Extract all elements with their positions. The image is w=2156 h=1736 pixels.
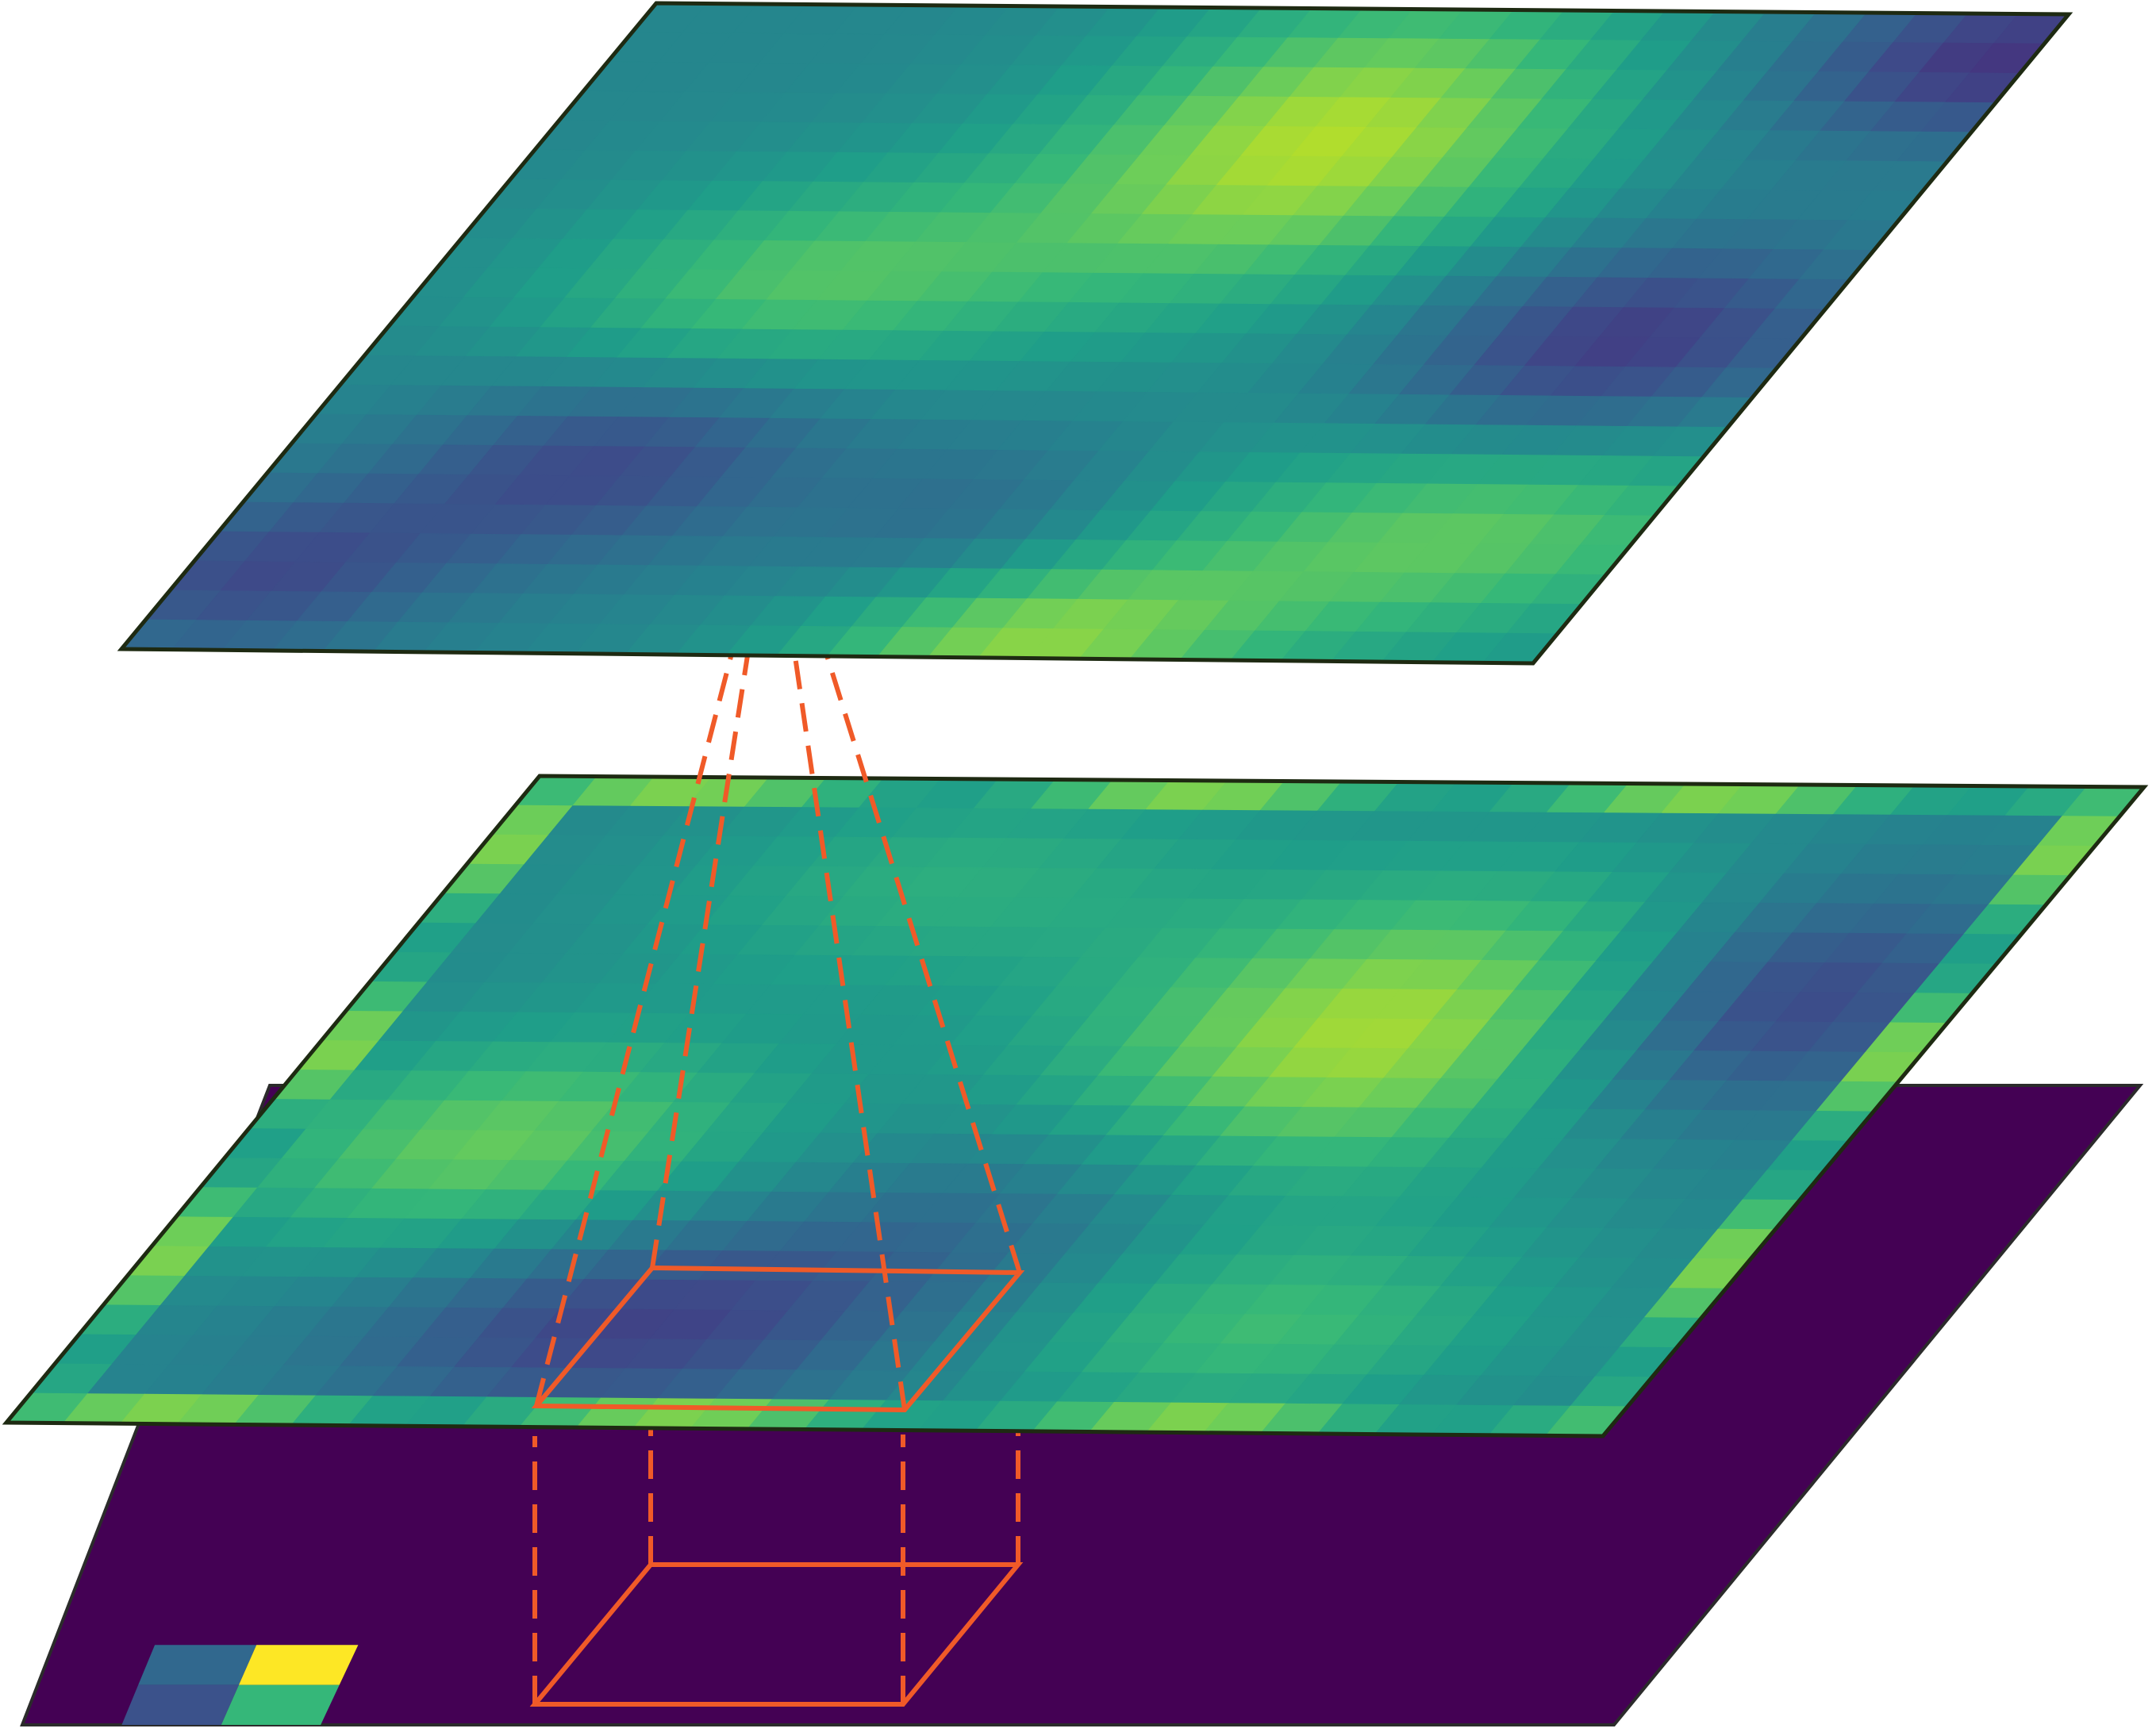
top-map-outline bbox=[117, 1, 2073, 666]
middle-feature-map bbox=[2, 774, 2149, 1438]
receptive-field-line bbox=[809, 604, 1022, 1273]
middle-map-outline bbox=[2, 774, 2149, 1438]
receptive-field-line bbox=[789, 628, 907, 1411]
input-to-middle-connector bbox=[529, 1427, 1024, 1707]
receptive-field-line bbox=[534, 628, 740, 1407]
input-active-pixel bbox=[239, 1645, 359, 1685]
receptive-field-line bbox=[650, 604, 758, 1269]
top-feature-map bbox=[117, 1, 2073, 666]
input-active-pixel bbox=[221, 1684, 340, 1725]
input-active-pixel bbox=[121, 1684, 239, 1725]
input-active-pixel bbox=[138, 1645, 257, 1685]
middle-to-top-connector bbox=[531, 602, 1025, 1413]
